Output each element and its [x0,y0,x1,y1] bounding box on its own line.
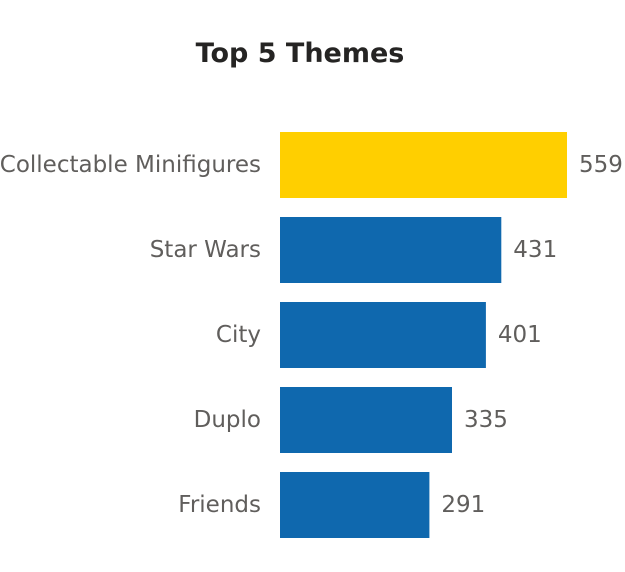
bars-layer: Collectable Minifigures 559 Star Wars 431 Ci… [0,132,623,538]
data-label-collectable-minifigures: 559 [579,152,623,178]
chart-title: Top 5 Themes [196,38,405,69]
category-label-collectable-minifigures: Collectable Minifigures [0,152,261,178]
data-label-duplo: 335 [464,407,508,433]
bar-collectable-minifigures[interactable] [280,132,567,198]
data-label-city: 401 [498,322,542,348]
bar-city[interactable] [280,302,486,368]
bar-friends[interactable] [280,472,430,538]
category-label-friends: Friends [178,492,261,518]
bar-star-wars[interactable] [280,217,502,283]
category-label-star-wars: Star Wars [150,237,261,263]
category-label-city: City [216,322,261,348]
bar-duplo[interactable] [280,387,452,453]
data-label-star-wars: 431 [513,237,557,263]
category-label-duplo: Duplo [194,407,261,433]
data-label-friends: 291 [441,492,485,518]
